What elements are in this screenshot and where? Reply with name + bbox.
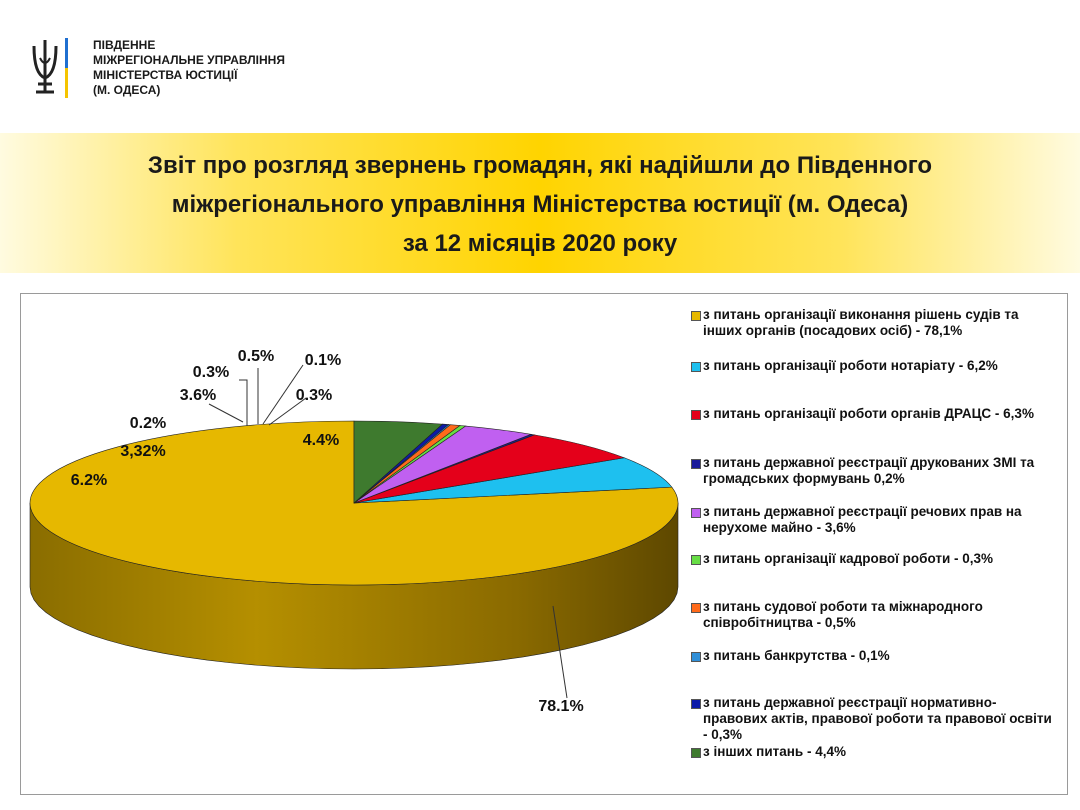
legend-swatch [691,311,701,321]
title-line: Звіт про розгляд звернень громадян, які … [147,152,933,179]
organization-logo: ПІВДЕННЕ МІЖРЕГІОНАЛЬНЕ УПРАВЛІННЯ МІНІС… [30,36,290,100]
data-label: 0.3% [296,387,332,404]
pie-slice [353,420,444,504]
leader-line [262,364,304,425]
legend-swatch [691,459,701,469]
title-line: міжрегіонального управління Міністерства… [171,191,909,218]
legend-label: з питань державної реєстрації речових пр… [703,504,1022,535]
legend-label: з питань державної реєстрації нормативно… [703,695,1052,742]
org-line: ПІВДЕННЕ [93,38,156,52]
title-band [0,133,1080,273]
trident-emblem-icon [32,38,68,98]
legend-swatch [691,410,701,420]
data-label: 3.6% [180,387,216,404]
pie-chart: 78.1% 6.2% 3,32% 0.2% 3.6% 0.3% 0.5% 0.1% 0.3% 4.… [29,348,679,715]
legend-label: з питань організації кадрової роботи - 0… [703,551,994,566]
page-title: Звіт про розгляд звернень громадян, які … [0,146,1080,263]
data-label: 78.1% [538,698,583,715]
pie-slice [353,434,626,504]
legend-label: з питань організації роботи нотаріату - … [703,358,998,373]
leader-line [268,397,307,426]
legend-label: з питань організації виконання рішень су… [703,307,1019,338]
legend-label: з інших питань - 4,4% [703,744,846,759]
organization-name: ПІВДЕННЕ МІЖРЕГІОНАЛЬНЕ УПРАВЛІННЯ МІНІС… [93,38,285,98]
legend-label: з питань банкрутства - 0,1% [703,648,890,663]
legend-swatch [691,508,701,518]
data-label: 4.4% [303,432,339,449]
legend-swatch [691,362,701,372]
data-label: 3,32% [120,443,165,460]
legend-swatch [691,652,701,662]
legend-label: з питань організації роботи органів ДРАЦ… [703,406,1034,421]
legend-swatch [691,603,701,613]
leader-line [239,379,248,426]
legend-label: з питань державної реєстрації друкованих… [703,455,1035,486]
data-label: 0.2% [130,415,166,432]
legend-label: з питань судової роботи та міжнародного … [703,599,983,630]
title-line: за 12 місяців 2020 року [402,230,678,257]
data-label: 6.2% [71,472,107,489]
legend-swatch [691,555,701,565]
data-label: 0.3% [193,364,229,381]
legend-swatch [691,748,701,758]
chart-area: 78.1% 6.2% 3,32% 0.2% 3.6% 0.3% 0.5% 0.1% 0.3% 4.… [20,293,1068,795]
org-line: МІЖРЕГІОНАЛЬНЕ УПРАВЛІННЯ [93,53,285,67]
pie-slice [353,457,673,504]
leader-line [552,605,568,699]
legend-swatch [691,699,701,709]
leader-line [208,403,244,423]
org-line: МІНІСТЕРСТВА ЮСТИЦІЇ [93,68,238,82]
data-label: 0.1% [305,352,341,369]
data-label: 0.5% [238,348,274,365]
org-line: (М. ОДЕСА) [93,83,161,97]
